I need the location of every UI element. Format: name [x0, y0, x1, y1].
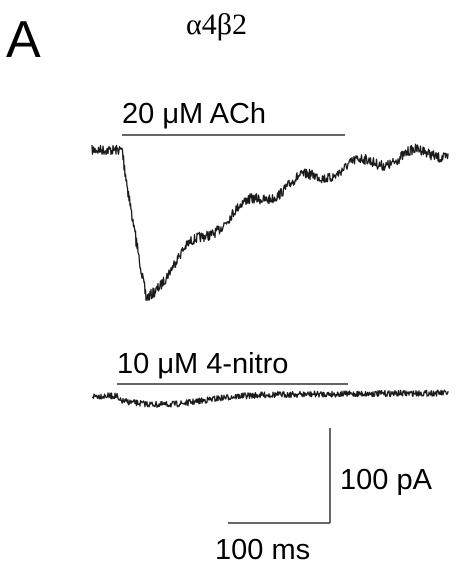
nitro-drug-label: 10 μM 4-nitro — [117, 348, 289, 380]
time-scale-label: 100 ms — [215, 534, 311, 566]
ach-current-trace — [91, 143, 449, 302]
current-scale-label: 100 pA — [340, 464, 432, 496]
nitro-current-trace — [91, 389, 449, 408]
panel-letter: A — [6, 11, 41, 69]
subunit-title: α4β2 — [186, 8, 247, 41]
ach-drug-label: 20 μM ACh — [122, 98, 267, 130]
